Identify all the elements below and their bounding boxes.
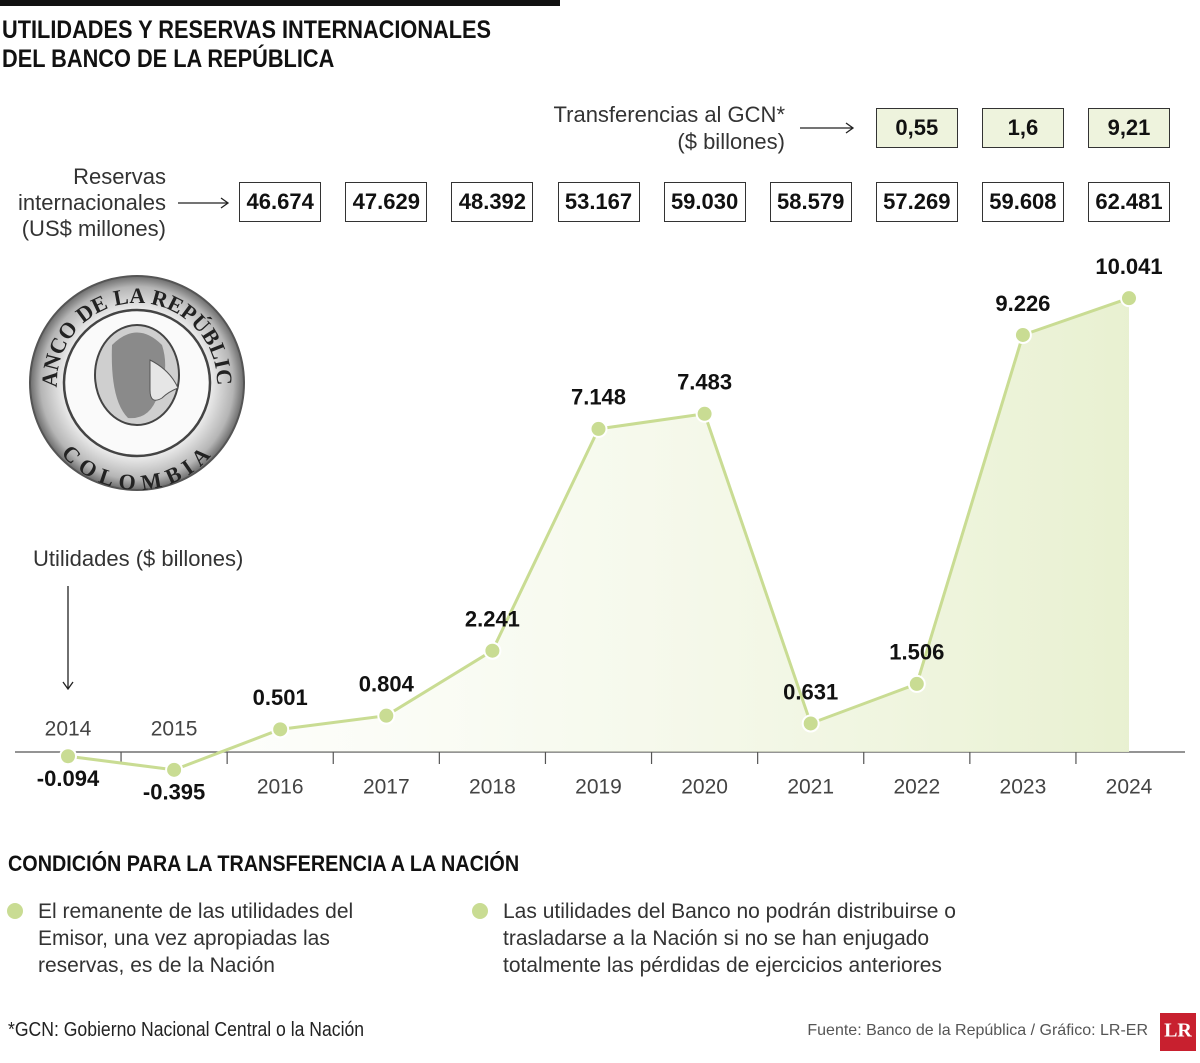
point [59, 747, 77, 766]
point [589, 419, 608, 438]
data-label: 2.241 [465, 607, 520, 632]
top-bar [0, 0, 560, 6]
reserve-box: 59.608 [981, 182, 1064, 222]
x-tick-label: 2021 [787, 776, 834, 799]
data-label: 1.506 [889, 640, 944, 665]
x-tick-label: 2014 [45, 718, 92, 741]
bullet [472, 903, 488, 919]
data-label: 0.501 [253, 685, 308, 710]
point [377, 706, 396, 725]
data-label: 7.483 [677, 370, 732, 395]
transfers-label: Transferencias al GCN* ($ billones) [553, 102, 785, 154]
data-label: 0.631 [783, 679, 838, 704]
data-label: 7.148 [571, 385, 626, 410]
reserve-box: 48.392 [451, 182, 534, 222]
reserve-box: 62.481 [1088, 182, 1170, 222]
point [907, 674, 926, 693]
transfer-box: 0,55 [875, 108, 958, 148]
data-label: -0.395 [143, 780, 205, 805]
x-tick-label: 2019 [575, 776, 622, 799]
x-tick-label: 2022 [893, 776, 940, 799]
x-tick-label: 2015 [151, 718, 198, 741]
reserve-box: 47.629 [345, 182, 428, 222]
data-label: -0.094 [37, 766, 100, 791]
reserve-box: 57.269 [875, 182, 958, 222]
data-label: 9.226 [995, 291, 1050, 316]
point [695, 404, 714, 423]
transfer-box: 9,21 [1088, 108, 1170, 148]
x-tick-label: 2016 [257, 776, 304, 799]
x-tick-label: 2024 [1106, 776, 1153, 799]
reserves-label: Reservas internacionales (US$ millones) [18, 164, 166, 241]
reserve-box: 53.167 [557, 182, 640, 222]
condition-item: Las utilidades del Banco no podrán distr… [503, 900, 956, 977]
title: UTILIDADES Y RESERVAS INTERNACIONALES DE… [2, 16, 492, 73]
point [1120, 289, 1138, 308]
seal [29, 275, 245, 491]
arrows [62, 122, 855, 691]
x-tick-label: 2017 [363, 776, 410, 799]
condition-item: El remanente de las utilidades del Emiso… [38, 900, 354, 977]
point [483, 641, 502, 660]
reserve-box: 59.030 [663, 182, 746, 222]
source: Fuente: Banco de la República / Gráfico:… [807, 1022, 1148, 1039]
brand: LR [1164, 1020, 1192, 1042]
reserve-box: 58.579 [769, 182, 852, 222]
transfer-box: 1,6 [981, 108, 1064, 148]
x-tick-label: 2018 [469, 776, 516, 799]
bullet [7, 903, 23, 919]
data-label: 10.041 [1095, 254, 1162, 279]
x-tick-label: 2023 [1000, 776, 1047, 799]
point [165, 760, 184, 779]
area [68, 298, 1129, 752]
brand-box [1160, 1013, 1196, 1051]
point [1013, 325, 1032, 344]
point [801, 714, 820, 733]
x-tick-label: 2020 [681, 776, 728, 799]
reserve-box: 46.674 [239, 182, 322, 222]
condition-title: CONDICIÓN PARA LA TRANSFERENCIA A LA NAC… [8, 851, 520, 876]
series-label: Utilidades ($ billones) [33, 546, 244, 571]
footnote: *GCN: Gobierno Nacional Central o la Nac… [8, 1019, 365, 1041]
point [271, 720, 290, 739]
data-label: 0.804 [359, 671, 415, 696]
